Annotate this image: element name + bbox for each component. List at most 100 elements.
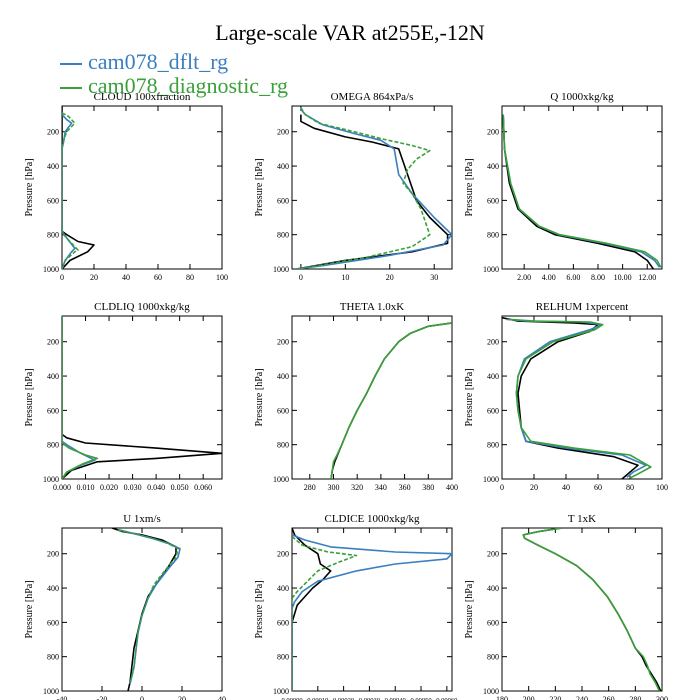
panel-title: T 1xK — [568, 513, 596, 525]
x-tick-label: 80 — [626, 483, 634, 492]
y-axis-label: Pressure [hPa] — [254, 158, 265, 216]
series-line — [62, 316, 99, 479]
y-axis-label: Pressure [hPa] — [464, 368, 475, 426]
plot-frame — [291, 315, 453, 480]
x-tick-label: 280 — [304, 483, 316, 492]
panel-title: Q 1000xkg/kg — [550, 91, 614, 103]
y-tick-label: 600 — [47, 196, 59, 205]
series-line — [292, 535, 358, 691]
series-line — [522, 528, 661, 691]
y-tick-label: 400 — [487, 584, 499, 593]
x-tick-label: 0.050 — [171, 483, 189, 492]
x-tick-label: 0.00050 — [410, 697, 431, 700]
x-tick-label: 6.00 — [566, 273, 580, 282]
y-tick-label: 200 — [47, 128, 59, 137]
x-tick-label: 220 — [549, 695, 561, 700]
y-tick-label: 600 — [487, 618, 499, 627]
x-tick-label: 0.00060 — [436, 697, 457, 700]
y-tick-label: 600 — [47, 406, 59, 415]
plot-frame — [501, 315, 663, 480]
y-tick-label: 400 — [277, 372, 289, 381]
panel-title: OMEGA 864xPa/s — [331, 91, 414, 103]
series-line — [502, 114, 661, 268]
y-tick-label: 200 — [47, 338, 59, 347]
x-tick-label: 0.00040 — [385, 697, 406, 700]
y-tick-label: 400 — [277, 162, 289, 171]
panel-title: RELHUM 1xpercent — [536, 301, 629, 313]
series-line — [62, 316, 222, 479]
plot-frame — [61, 527, 223, 692]
y-tick-label: 800 — [277, 231, 289, 240]
x-tick-label: 300 — [327, 483, 339, 492]
y-tick-label: 400 — [47, 584, 59, 593]
panel-title: U 1xm/s — [123, 513, 161, 525]
y-tick-label: 600 — [47, 618, 59, 627]
x-tick-label: 10 — [341, 273, 349, 282]
series-line — [62, 106, 95, 269]
y-tick-label: 400 — [487, 372, 499, 381]
panel: CLDICE 1000xkg/kg Pressure [hPa] 200 400 600… — [254, 513, 457, 700]
x-tick-label: 260 — [603, 695, 615, 700]
y-axis-label: Pressure [hPa] — [24, 368, 35, 426]
y-tick-label: 800 — [487, 653, 499, 662]
x-tick-label: 300 — [656, 695, 668, 700]
y-tick-label: 200 — [277, 550, 289, 559]
legend-swatch — [60, 62, 82, 65]
y-tick-label: 400 — [47, 162, 59, 171]
x-tick-label: 360 — [399, 483, 411, 492]
y-tick-label: 200 — [277, 338, 289, 347]
y-tick-label: 1000 — [273, 475, 289, 484]
series-line — [62, 114, 76, 269]
x-tick-label: 0.010 — [77, 483, 95, 492]
y-tick-label: 600 — [487, 196, 499, 205]
y-tick-label: 800 — [487, 231, 499, 240]
series-line — [117, 528, 181, 685]
x-tick-label: 80 — [186, 273, 194, 282]
y-tick-label: 200 — [487, 338, 499, 347]
chart-title: Large-scale VAR at255E,-12N — [215, 20, 485, 45]
x-tick-label: 320 — [351, 483, 363, 492]
x-tick-label: 100 — [656, 483, 668, 492]
legend-label: cam078_dflt_rg — [88, 49, 229, 74]
plot-frame — [61, 105, 223, 270]
y-tick-label: 400 — [487, 162, 499, 171]
panel-title: CLDICE 1000xkg/kg — [324, 513, 420, 525]
y-tick-label: 200 — [487, 128, 499, 137]
y-tick-label: 200 — [277, 128, 289, 137]
panel: THETA 1.0xK Pressure [hPa] 200 400 600 800 100… — [254, 301, 458, 492]
x-tick-label: 20 — [530, 483, 538, 492]
y-axis-label: Pressure [hPa] — [464, 580, 475, 638]
x-tick-label: -40 — [57, 695, 68, 700]
x-tick-label: 100 — [216, 273, 228, 282]
y-tick-label: 1000 — [483, 475, 499, 484]
x-tick-label: 10.00 — [614, 273, 632, 282]
x-tick-label: 0 — [500, 483, 504, 492]
x-tick-label: 40 — [562, 483, 570, 492]
series-line — [292, 534, 452, 691]
x-tick-label: 4.00 — [542, 273, 556, 282]
x-tick-label: 240 — [576, 695, 588, 700]
y-tick-label: 400 — [47, 372, 59, 381]
y-tick-label: 1000 — [273, 687, 289, 696]
y-tick-label: 800 — [277, 653, 289, 662]
x-tick-label: -20 — [97, 695, 108, 700]
legend-label: cam078_diagnostic_rg — [88, 73, 288, 98]
x-tick-label: 0 — [60, 273, 64, 282]
y-tick-label: 1000 — [43, 475, 59, 484]
x-tick-label: 20 — [386, 273, 394, 282]
x-tick-label: 0 — [299, 273, 303, 282]
x-tick-label: 340 — [375, 483, 387, 492]
series-line — [502, 316, 639, 479]
legend-entry-diagnostic: cam078_diagnostic_rg — [60, 74, 288, 98]
series-line — [330, 322, 452, 479]
x-tick-label: 0.060 — [194, 483, 212, 492]
x-tick-label: 0.000 — [53, 483, 71, 492]
y-tick-label: 1000 — [43, 687, 59, 696]
series-line — [292, 528, 332, 691]
x-tick-label: 400 — [446, 483, 458, 492]
y-tick-label: 600 — [277, 618, 289, 627]
